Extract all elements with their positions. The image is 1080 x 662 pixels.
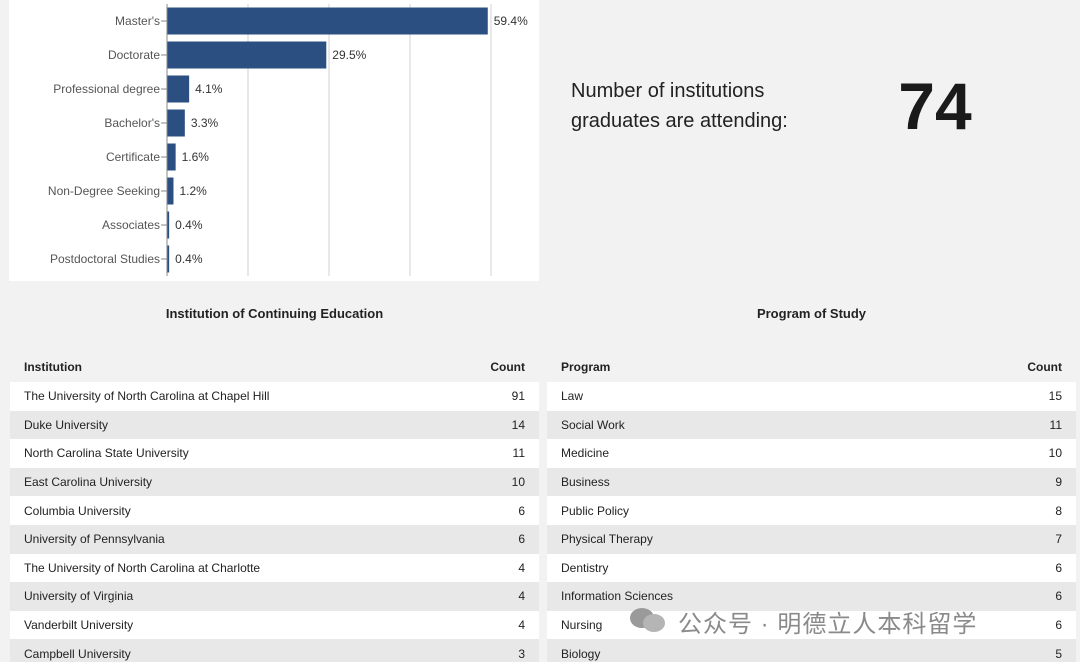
y-tick-label: Doctorate xyxy=(108,48,160,62)
column-header: Program xyxy=(561,360,611,374)
cell: 8 xyxy=(1055,503,1062,518)
table-row: The University of North Carolina at Chap… xyxy=(10,382,539,411)
table-row: University of Pennsylvania 6 xyxy=(10,524,539,554)
table-header: Program Count xyxy=(547,352,1076,382)
cell: Campbell University xyxy=(24,646,131,661)
y-tick-label: Non-Degree Seeking xyxy=(48,184,160,198)
cell: 11 xyxy=(1049,417,1062,432)
table-title: Program of Study xyxy=(756,306,867,321)
cell: 4 xyxy=(518,589,525,604)
cell: 6 xyxy=(518,532,525,547)
table-row: The University of North Carolina at Char… xyxy=(10,553,539,583)
bar xyxy=(167,143,176,171)
cell: 10 xyxy=(511,475,525,490)
cell: University of Pennsylvania xyxy=(24,532,165,547)
table: Program Count Law 15 Social Work 11 Medicine 10… xyxy=(547,352,1076,662)
watermark: 公众号 · 明德立人本科留学 xyxy=(678,611,978,638)
cell: North Carolina State University xyxy=(24,446,189,461)
cell: The University of North Carolina at Chap… xyxy=(24,389,270,404)
cell: 4 xyxy=(518,560,525,575)
y-tick-label: Postdoctoral Studies xyxy=(50,252,160,266)
cell: Nursing xyxy=(561,618,603,633)
kpi-value: 74 xyxy=(898,69,972,143)
cell: 6 xyxy=(1055,618,1062,633)
table-row: Campbell University 3 xyxy=(10,639,539,662)
cell: 91 xyxy=(511,389,525,404)
table-row: North Carolina State University 11 xyxy=(10,439,539,468)
bar xyxy=(167,75,190,103)
cell: Vanderbilt University xyxy=(24,618,134,633)
cell: Information Sciences xyxy=(561,589,674,604)
cell: 6 xyxy=(1055,589,1062,604)
cell: 6 xyxy=(1055,560,1062,575)
cell: 10 xyxy=(1048,446,1062,461)
cell: 11 xyxy=(512,446,525,461)
bar-chart: Master's 59.4% Doctorate 29.5% Professional … xyxy=(9,0,539,281)
cell: Dentistry xyxy=(561,560,609,575)
data-label: 29.5% xyxy=(332,48,366,62)
cell: 15 xyxy=(1048,389,1062,404)
table-title: Institution of Continuing Education xyxy=(165,306,384,321)
cell: 5 xyxy=(1055,646,1062,661)
cell: 3 xyxy=(518,646,525,661)
table-row: Vanderbilt University 4 xyxy=(10,610,539,640)
cell: Physical Therapy xyxy=(561,532,653,547)
table-row: Physical Therapy 7 xyxy=(547,524,1076,554)
column-header: Count xyxy=(1027,360,1062,374)
bar xyxy=(167,7,488,35)
table: Institution Count The University of North … xyxy=(10,352,539,662)
y-tick-label: Associates xyxy=(102,218,160,232)
table-row: Medicine 10 xyxy=(547,439,1076,468)
data-label: 4.1% xyxy=(195,82,223,96)
cell: Business xyxy=(561,475,610,490)
data-label: 1.6% xyxy=(182,150,210,164)
cell: 9 xyxy=(1055,475,1062,490)
cell: East Carolina University xyxy=(24,475,153,490)
y-tick-label: Certificate xyxy=(106,150,160,164)
cell: Law xyxy=(561,389,584,404)
cell: 6 xyxy=(518,503,525,518)
bar xyxy=(167,211,170,239)
table-row: Business 9 xyxy=(547,467,1076,497)
data-label: 0.4% xyxy=(175,252,203,266)
bar xyxy=(167,177,174,205)
data-label: 59.4% xyxy=(494,14,528,28)
cell: Columbia University xyxy=(24,503,131,518)
table-row: Dentistry 6 xyxy=(547,553,1076,583)
y-tick-label: Master's xyxy=(115,14,160,28)
table-row: Social Work 11 xyxy=(547,410,1076,440)
table-row: Public Policy 8 xyxy=(547,496,1076,525)
bar xyxy=(167,245,170,273)
data-label: 3.3% xyxy=(191,116,219,130)
cell: Public Policy xyxy=(561,503,630,518)
y-tick-label: Professional degree xyxy=(53,82,160,96)
cell: University of Virginia xyxy=(24,589,134,604)
cell: 7 xyxy=(1055,532,1062,547)
bar xyxy=(167,109,185,137)
watermark-icon xyxy=(630,608,665,632)
table-header: Institution Count xyxy=(10,352,539,382)
bar xyxy=(167,41,327,69)
table-row: Biology 5 xyxy=(547,639,1076,662)
cell: Biology xyxy=(561,646,601,661)
table-row: East Carolina University 10 xyxy=(10,467,539,497)
cell: Social Work xyxy=(561,417,625,432)
cell: Medicine xyxy=(561,446,610,461)
table-row: Law 15 xyxy=(547,382,1076,411)
data-label: 0.4% xyxy=(175,218,203,232)
column-header: Count xyxy=(490,360,525,374)
table-row: Information Sciences 6 xyxy=(547,582,1076,611)
data-label: 1.2% xyxy=(179,184,207,198)
table-row: University of Virginia 4 xyxy=(10,582,539,611)
cell: The University of North Carolina at Char… xyxy=(24,560,261,575)
cell: 14 xyxy=(511,417,525,432)
cell: Duke University xyxy=(24,417,109,432)
cell: 4 xyxy=(518,618,525,633)
column-header: Institution xyxy=(24,360,82,374)
table-row: Columbia University 6 xyxy=(10,496,539,525)
kpi-label: Number of institutions graduates are att… xyxy=(571,80,788,132)
y-tick-label: Bachelor's xyxy=(104,116,160,130)
table-row: Duke University 14 xyxy=(10,410,539,440)
